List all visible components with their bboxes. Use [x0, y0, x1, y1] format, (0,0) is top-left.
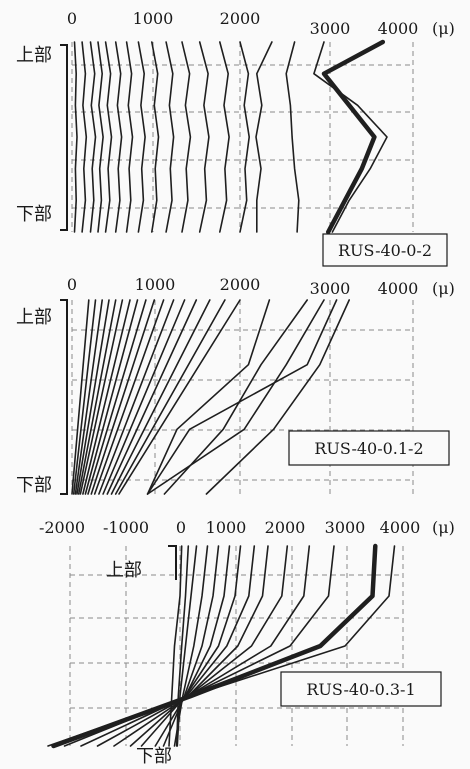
strain-series-line	[140, 545, 242, 747]
x-tick-label: 3000	[310, 19, 351, 38]
strain-series-line	[285, 41, 300, 233]
strain-series-line	[96, 545, 289, 747]
strain-series-line	[90, 299, 156, 495]
panel-rus-40-0.3-1: -2000 -1000 0 1000 2000 3000 4000 (μ) 上部…	[39, 518, 455, 767]
strain-series-line	[106, 299, 198, 495]
x-tick-label: 2000	[220, 9, 261, 28]
strain-series-line	[146, 299, 338, 495]
strain-series-line	[47, 545, 396, 747]
x-tick-label: 4000	[380, 518, 421, 537]
strain-series-line	[137, 41, 146, 233]
strain-series-line	[74, 299, 103, 495]
panel2-height-bracket	[60, 299, 68, 495]
x-tick-label: 0	[176, 518, 186, 537]
strain-series-line	[87, 299, 147, 495]
strain-series-line	[110, 299, 211, 495]
strain-series-line	[76, 299, 110, 495]
strain-series-line	[146, 299, 271, 495]
strain-series-line	[165, 41, 175, 233]
strain-series-line	[84, 299, 139, 495]
panel2-id-box	[288, 430, 450, 466]
strain-series-line	[72, 299, 97, 495]
strain-series-line	[82, 299, 131, 495]
strain-series-line	[97, 41, 104, 233]
strain-series-line	[205, 299, 351, 495]
panel1-series	[73, 39, 388, 235]
strain-series-line	[77, 299, 117, 495]
strain-series-line	[176, 545, 198, 747]
x-tick-label: 3000	[325, 518, 366, 537]
strain-series-line	[79, 299, 124, 495]
x-tick-label: 0	[67, 275, 77, 294]
panel3-top-label: 上部	[106, 560, 142, 581]
x-tick-label: 4000	[378, 279, 419, 298]
strain-series-line	[173, 545, 209, 747]
x-tick-label: 2000	[220, 275, 261, 294]
strain-series-line	[102, 299, 186, 495]
panel2-bottom-label: 下部	[16, 475, 52, 496]
strain-series-line	[80, 545, 311, 747]
x-tick-label: -2000	[39, 518, 85, 537]
strain-series-line	[118, 299, 241, 495]
strain-series-line	[321, 39, 386, 235]
strain-series-line	[255, 41, 273, 233]
panel2-x-ticks: 0 1000 2000 3000 4000 (μ)	[67, 275, 455, 298]
strain-series-line	[313, 41, 388, 233]
panel3-bottom-label: 下部	[136, 746, 172, 767]
panel1-id-box	[322, 233, 448, 267]
strain-series-line	[162, 545, 220, 747]
strain-series-line	[181, 41, 192, 233]
strain-series-line	[104, 41, 113, 233]
panel1-height-bracket	[60, 44, 68, 231]
panel1-bottom-label: 下部	[16, 204, 52, 225]
strain-series-line	[73, 41, 78, 233]
strain-series-line	[219, 41, 230, 233]
x-tick-label: 0	[67, 9, 77, 28]
strain-series-line	[71, 299, 90, 495]
panel1-id-label: RUS-40-0-2	[338, 241, 432, 260]
strain-series-line	[114, 41, 123, 233]
strain-series-line	[129, 545, 256, 747]
panel-rus-40-0-2: 0 1000 2000 3000 4000 (μ) 上部 下部 RUS-40-0…	[16, 9, 455, 267]
x-unit-label: (μ)	[432, 279, 455, 298]
panel3-grid	[69, 546, 404, 746]
panel2-id-label: RUS-40-0.1-2	[314, 439, 423, 458]
panel1-x-ticks: 0 1000 2000 3000 4000 (μ)	[67, 9, 455, 38]
strain-series-line	[98, 299, 175, 495]
panel3-series	[47, 543, 396, 749]
strain-series-line	[154, 545, 231, 747]
strain-series-line	[113, 545, 269, 747]
x-unit-label: (μ)	[432, 19, 455, 38]
panel2-series	[71, 299, 351, 495]
strain-series-line	[163, 299, 309, 495]
x-tick-label: -1000	[103, 518, 149, 537]
strain-series-line	[81, 41, 88, 233]
strain-series-line	[125, 41, 134, 233]
x-tick-label: 1000	[206, 518, 247, 537]
panel1-grid	[71, 42, 414, 232]
x-tick-label: 4000	[378, 19, 419, 38]
panel3-height-bracket	[168, 545, 177, 580]
strain-series-line	[239, 41, 250, 233]
panel3-id-label: RUS-40-0.3-1	[306, 680, 415, 699]
panel-rus-40-0.1-2: 0 1000 2000 3000 4000 (μ) 上部 下部 RUS-40-0…	[16, 275, 455, 496]
strain-series-line	[146, 299, 325, 495]
strain-series-line	[93, 299, 165, 495]
x-tick-label: 3000	[310, 279, 351, 298]
strain-series-line	[89, 41, 97, 233]
panel2-top-label: 上部	[16, 307, 52, 328]
x-tick-label: 1000	[133, 9, 174, 28]
x-unit-label: (μ)	[432, 518, 455, 537]
x-tick-label: 2000	[265, 518, 306, 537]
strain-series-line	[151, 41, 160, 233]
panel1-top-label: 上部	[16, 45, 52, 66]
strain-series-line	[114, 299, 226, 495]
panel3-id-box	[280, 671, 442, 707]
x-tick-label: 1000	[135, 275, 176, 294]
strain-series-line	[63, 545, 335, 747]
strain-series-line	[198, 41, 210, 233]
panel3-x-ticks: -2000 -1000 0 1000 2000 3000 4000 (μ)	[39, 518, 455, 537]
